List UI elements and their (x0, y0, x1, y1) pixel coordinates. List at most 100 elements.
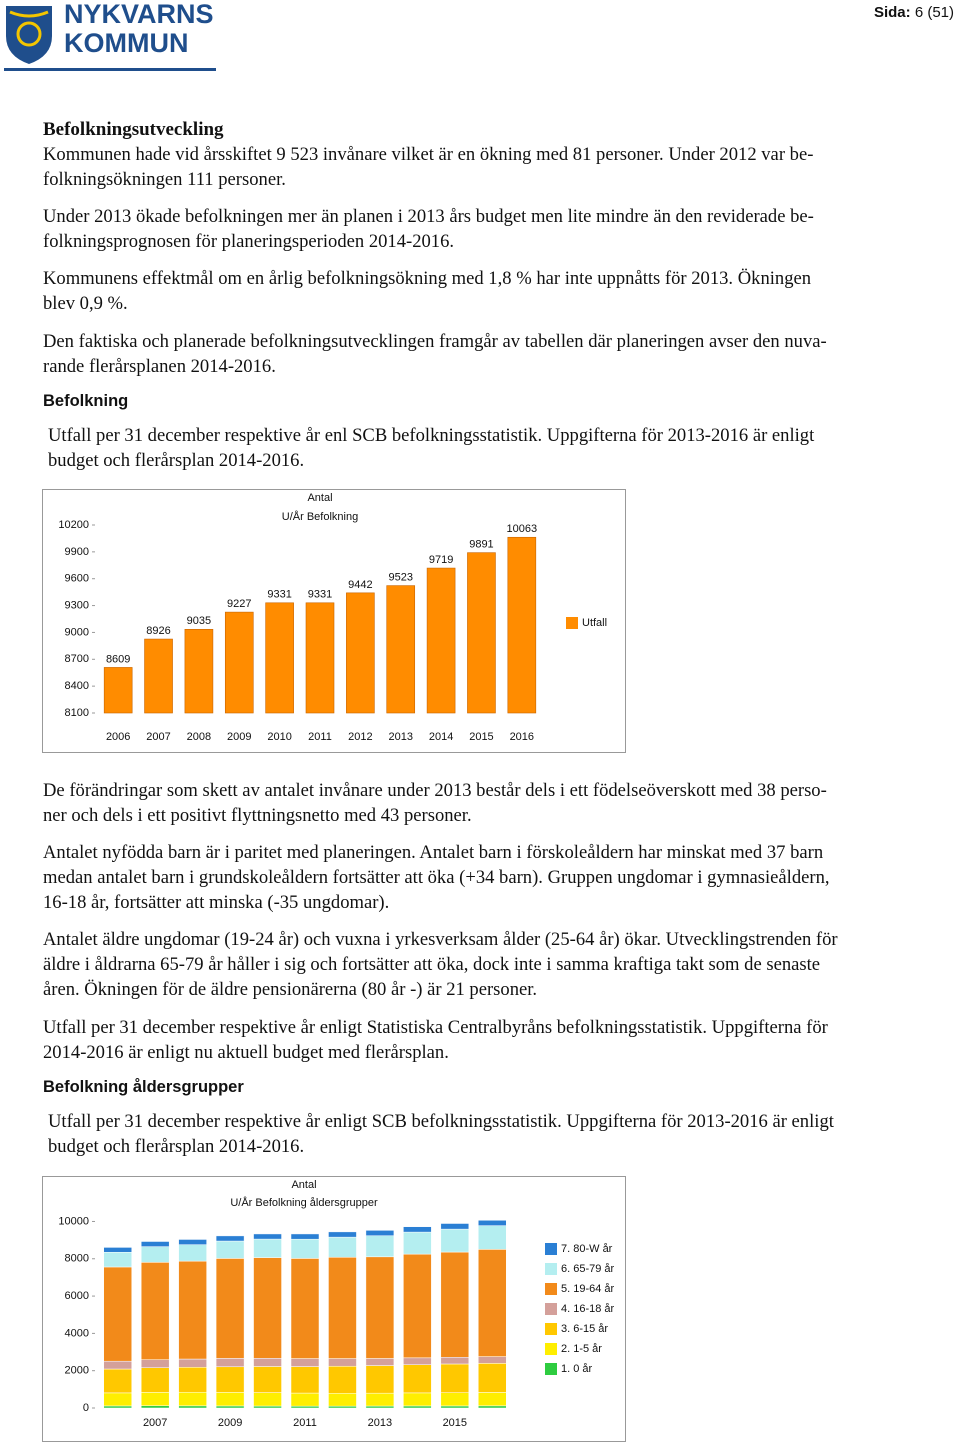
data-label: 8926 (146, 625, 170, 637)
legend-swatch (545, 1323, 557, 1335)
chart-subtitle: U/År Befolkning åldersgrupper (230, 1196, 378, 1209)
bar-segment (140, 1262, 170, 1360)
bar-segment (253, 1257, 282, 1359)
bar-segment (140, 1246, 170, 1263)
bar (467, 552, 496, 714)
paragraph: De förändringar som skett av antalet inv… (43, 778, 827, 828)
x-tick-label: 2011 (293, 1417, 317, 1429)
page-count: 6 (51) (914, 4, 954, 21)
bar (184, 628, 214, 714)
y-tick-label: 9000 (65, 626, 89, 638)
paragraph: Under 2013 ökade befolkningen mer än pla… (43, 204, 814, 254)
bar-segment (215, 1258, 245, 1359)
bar-segment (103, 1392, 132, 1407)
bar-segment (440, 1392, 470, 1407)
logo-text: KOMMUN (64, 28, 188, 58)
bar-segment (215, 1405, 245, 1409)
bar-segment (178, 1358, 207, 1368)
text-line: äldre i åldrarna 65-79 år håller i sig o… (43, 954, 821, 975)
text-line: Kommunens effektmål om en årlig befolkni… (43, 268, 812, 289)
bar-segment (328, 1236, 357, 1258)
bar-segment (103, 1251, 132, 1268)
x-tick-label: 2015 (443, 1417, 467, 1429)
subheading: Befolkning åldersgrupper (43, 1078, 244, 1096)
x-tick-label: 2007 (143, 1417, 167, 1429)
text-line: budget och flerårsplan 2014-2016. (48, 1136, 305, 1157)
legend-label: 4. 16-18 år (561, 1303, 615, 1315)
bar-segment (215, 1366, 245, 1393)
text-line: Utfall per 31 december respektive år enl… (43, 1017, 828, 1038)
data-label: 9035 (187, 615, 211, 627)
bar-segment (290, 1366, 320, 1394)
legend-label: 1. 0 år (561, 1363, 593, 1375)
bar-segment (140, 1241, 170, 1247)
bar-segment (253, 1366, 282, 1393)
bar-segment (253, 1405, 282, 1409)
bar-segment (328, 1257, 357, 1359)
bar (224, 611, 254, 714)
paragraph: Kommunen hade vid årsskiftet 9 523 invån… (43, 142, 813, 192)
x-tick-label: 2013 (388, 731, 412, 743)
text-line: Antalet nyfödda barn är i paritet med pl… (43, 842, 824, 863)
paragraph: Kommunens effektmål om en årlig befolkni… (43, 266, 811, 316)
text-line: rande flerårsplanen 2014-2016. (43, 356, 276, 377)
data-label: 9331 (267, 589, 291, 601)
bar-segment (140, 1392, 170, 1407)
caption: Utfall per 31 december respektive år enl… (48, 423, 814, 473)
bar-segment (290, 1358, 320, 1367)
x-tick-label: 2007 (146, 731, 170, 743)
bar-segment (328, 1393, 357, 1407)
bar-segment (365, 1358, 395, 1366)
bar-segment (290, 1405, 320, 1409)
bar-segment (440, 1223, 470, 1230)
bar-segment (365, 1256, 395, 1359)
bar-segment (215, 1358, 245, 1368)
logo-shield (6, 6, 52, 64)
logo-wheel (16, 21, 42, 47)
text-line: Kommunen hade vid årsskiftet 9 523 invån… (43, 144, 814, 165)
bar-segment (440, 1228, 470, 1253)
bar-segment (290, 1258, 320, 1359)
caption: Utfall per 31 december respektive år enl… (48, 1109, 834, 1159)
x-tick-label: 2014 (429, 731, 453, 743)
x-tick-label: 2016 (510, 731, 534, 743)
bar-segment (365, 1405, 395, 1409)
bar-segment (103, 1405, 132, 1409)
text-line: ner och dels i ett positivt flyttningsne… (43, 805, 472, 826)
bar-segment (290, 1233, 320, 1240)
legend-swatch (545, 1283, 557, 1295)
bar-segment (365, 1392, 395, 1407)
y-tick-label: 0 (83, 1402, 89, 1414)
chart-title: Antal (307, 492, 332, 504)
legend-label: 3. 6-15 år (561, 1323, 608, 1335)
data-label: 9227 (227, 598, 251, 610)
text-line: Under 2013 ökade befolkningen mer än pla… (43, 206, 814, 227)
bar-segment (328, 1231, 357, 1238)
text-line: folkningsprognosen för planeringsperiode… (43, 231, 455, 252)
bar-segment (140, 1367, 170, 1393)
bar-segment (215, 1392, 245, 1407)
logo-text: NYKVARNS (64, 0, 214, 29)
bar-segment (178, 1405, 207, 1409)
text-line: Utfall per 31 december respektive år enl… (48, 425, 815, 446)
text-line: 16-18 år, fortsätter att minska (-35 ung… (43, 892, 390, 913)
text-line: medan antalet barn i grundskoleåldern fo… (43, 867, 830, 888)
bar-segment (440, 1363, 470, 1393)
data-label: 10063 (507, 523, 538, 535)
bar-segment (478, 1220, 507, 1226)
bar-segment (440, 1405, 470, 1409)
bar-segment (403, 1392, 432, 1407)
x-tick-label: 2009 (218, 1417, 242, 1429)
paragraph: Antalet äldre ungdomar (19-24 år) och vu… (43, 927, 838, 1002)
data-label: 9523 (388, 572, 412, 584)
bar-segment (328, 1365, 357, 1394)
bar (507, 536, 537, 714)
bar-segment (178, 1244, 207, 1262)
age-group-chart: Antal U/År Befolkning åldersgrupper 0 2000 4… (42, 1176, 626, 1442)
bar-segment (215, 1235, 245, 1242)
text-line: åren. Ökningen för de äldre pensionärern… (43, 979, 538, 1000)
bar-segment (440, 1357, 470, 1365)
chart-title: Antal (291, 1179, 316, 1191)
bar-segment (478, 1363, 507, 1393)
